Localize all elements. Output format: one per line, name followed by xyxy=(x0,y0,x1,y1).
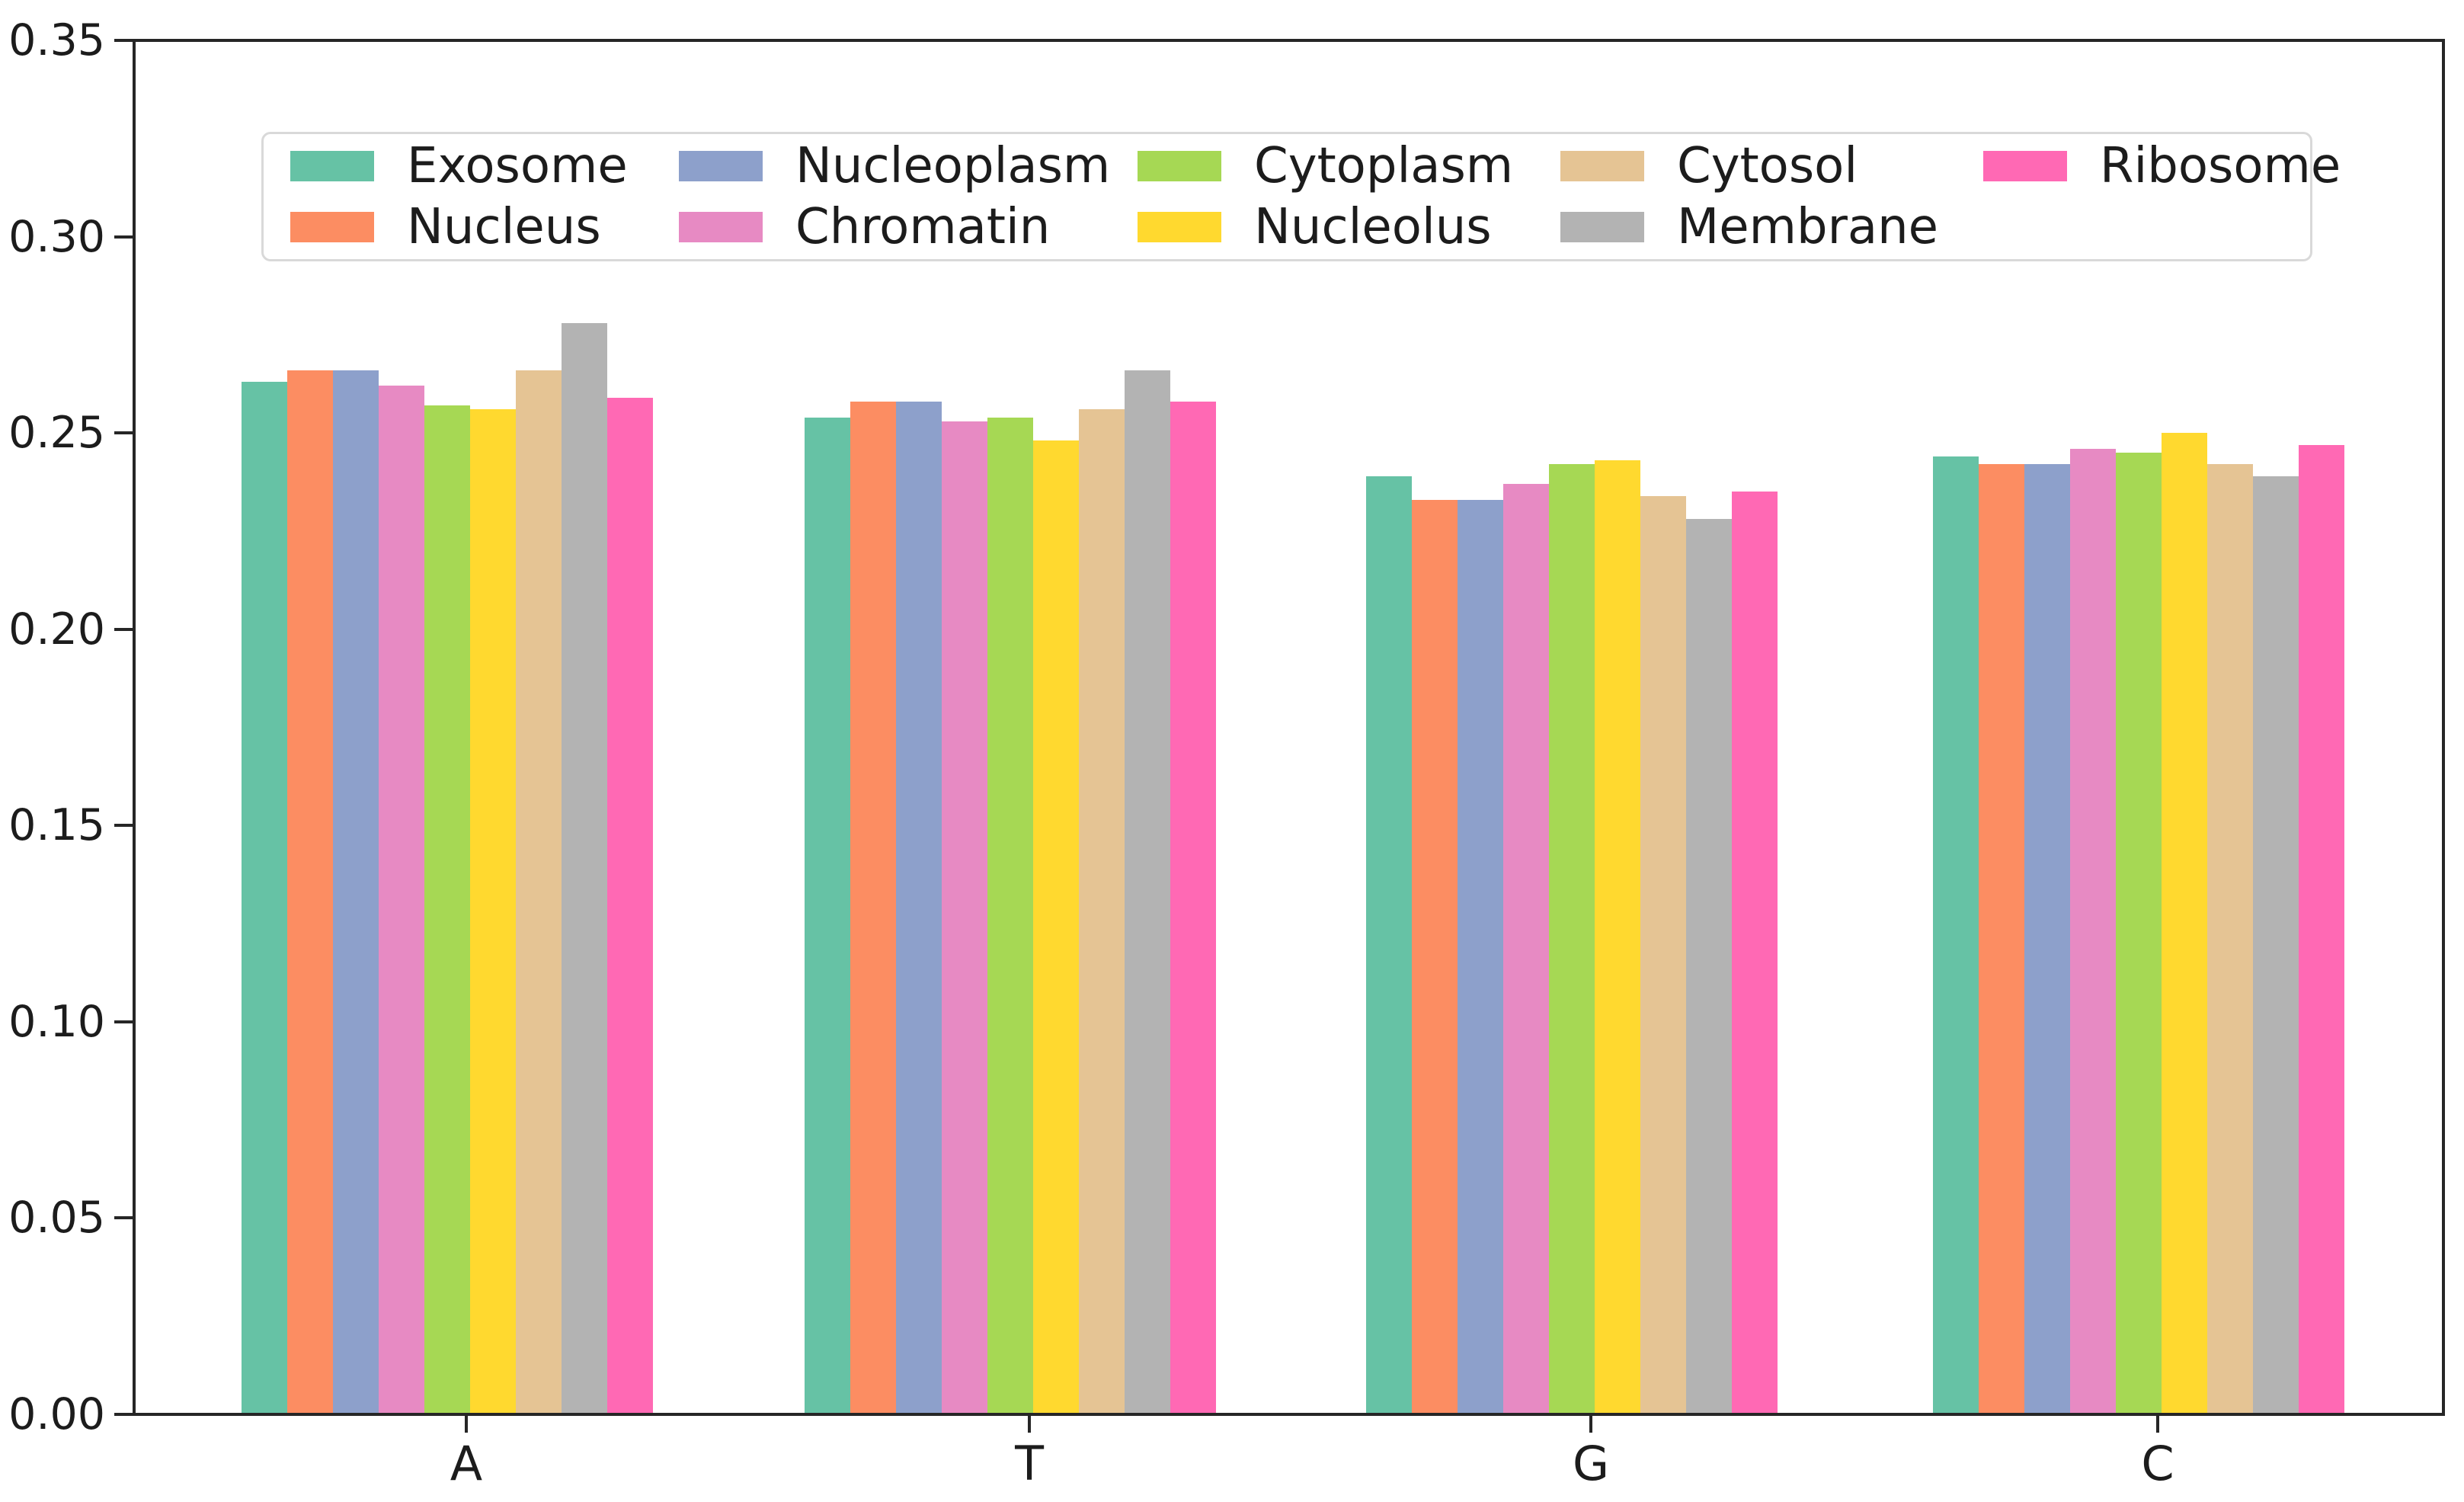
y-tick-label: 0.15 xyxy=(8,800,105,851)
bar-membrane-C xyxy=(2253,476,2299,1413)
x-tick-label-A: A xyxy=(450,1436,483,1491)
bar-membrane-A xyxy=(562,323,607,1413)
bar-exosome-G xyxy=(1366,476,1412,1413)
bar-exosome-T xyxy=(805,418,850,1413)
bar-nucleus-A xyxy=(287,370,333,1413)
legend-label-ribosome: Ribosome xyxy=(2100,138,2341,194)
bar-exosome-C xyxy=(1933,456,1979,1413)
legend-swatch-nucleus xyxy=(290,212,374,242)
bar-cytosol-G xyxy=(1640,496,1686,1413)
bar-nucleoplasm-C xyxy=(2024,464,2070,1413)
y-tick-label: 0.25 xyxy=(8,408,105,459)
x-tick-mark xyxy=(1589,1416,1592,1433)
legend-label-chromatin: Chromatin xyxy=(795,199,1051,255)
x-tick-mark xyxy=(2156,1416,2159,1433)
bar-chromatin-G xyxy=(1503,484,1549,1413)
legend: Exosome Nucleus Nucleoplasm Chromatin Cytopl… xyxy=(261,132,2341,261)
y-tick-mark xyxy=(114,235,133,239)
legend-swatch-cytosol xyxy=(1560,151,1644,181)
bar-cytoplasm-C xyxy=(2116,453,2162,1413)
y-tick-mark xyxy=(114,1413,133,1416)
bar-nucleoplasm-G xyxy=(1458,500,1503,1413)
bar-cytoplasm-G xyxy=(1549,464,1595,1413)
legend-swatch-exosome xyxy=(290,151,374,181)
bar-nucleolus-T xyxy=(1033,440,1079,1413)
legend-swatch-membrane xyxy=(1560,212,1644,242)
bar-nucleus-C xyxy=(1979,464,2024,1413)
legend-label-exosome: Exosome xyxy=(407,138,628,194)
y-tick-label: 0.00 xyxy=(8,1389,105,1440)
y-tick-label: 0.20 xyxy=(8,604,105,655)
bar-nucleus-G xyxy=(1412,500,1458,1413)
legend-label-nucleolus: Nucleolus xyxy=(1254,199,1492,255)
bar-chromatin-A xyxy=(379,386,424,1413)
legend-swatch-cytoplasm xyxy=(1138,151,1221,181)
x-tick-label-G: G xyxy=(1572,1436,1610,1491)
bar-chromatin-T xyxy=(942,421,987,1413)
bar-cytoplasm-T xyxy=(987,418,1033,1413)
bar-nucleolus-C xyxy=(2162,433,2207,1413)
y-tick-mark xyxy=(114,824,133,828)
legend-swatch-chromatin xyxy=(679,212,763,242)
x-tick-label-C: C xyxy=(2141,1436,2174,1491)
x-tick-label-T: T xyxy=(1015,1436,1044,1491)
bar-membrane-G xyxy=(1686,519,1732,1413)
bar-cytosol-C xyxy=(2207,464,2253,1413)
bar-membrane-T xyxy=(1125,370,1170,1413)
bar-nucleoplasm-A xyxy=(333,370,379,1413)
bar-ribosome-G xyxy=(1732,492,1778,1413)
bar-nucleus-T xyxy=(850,402,896,1413)
legend-swatch-nucleolus xyxy=(1138,212,1221,242)
legend-label-cytosol: Cytosol xyxy=(1677,138,1858,194)
x-tick-mark xyxy=(465,1416,468,1433)
bar-ribosome-A xyxy=(607,398,653,1413)
bar-ribosome-T xyxy=(1170,402,1216,1413)
bar-chromatin-C xyxy=(2070,449,2116,1413)
y-tick-label: 0.35 xyxy=(8,15,105,66)
bar-exosome-A xyxy=(242,382,287,1413)
legend-label-membrane: Membrane xyxy=(1677,199,1939,255)
y-tick-label: 0.05 xyxy=(8,1193,105,1244)
legend-swatch-ribosome xyxy=(1983,151,2067,181)
y-tick-mark xyxy=(114,627,133,631)
legend-label-cytoplasm: Cytoplasm xyxy=(1254,138,1514,194)
y-tick-mark xyxy=(114,431,133,435)
bar-cytosol-T xyxy=(1079,409,1125,1413)
legend-label-nucleoplasm: Nucleoplasm xyxy=(795,138,1111,194)
y-tick-mark xyxy=(114,39,133,42)
bar-cytosol-A xyxy=(516,370,562,1413)
y-tick-mark xyxy=(114,1020,133,1023)
x-tick-mark xyxy=(1028,1416,1031,1433)
bar-nucleolus-G xyxy=(1595,460,1640,1413)
legend-swatch-nucleoplasm xyxy=(679,151,763,181)
y-tick-label: 0.10 xyxy=(8,996,105,1047)
y-tick-label: 0.30 xyxy=(8,211,105,262)
y-tick-mark xyxy=(114,1216,133,1220)
bar-nucleolus-A xyxy=(470,409,516,1413)
legend-label-nucleus: Nucleus xyxy=(407,199,601,255)
bar-nucleoplasm-T xyxy=(896,402,942,1413)
bar-ribosome-C xyxy=(2299,445,2344,1413)
bar-cytoplasm-A xyxy=(424,405,470,1413)
